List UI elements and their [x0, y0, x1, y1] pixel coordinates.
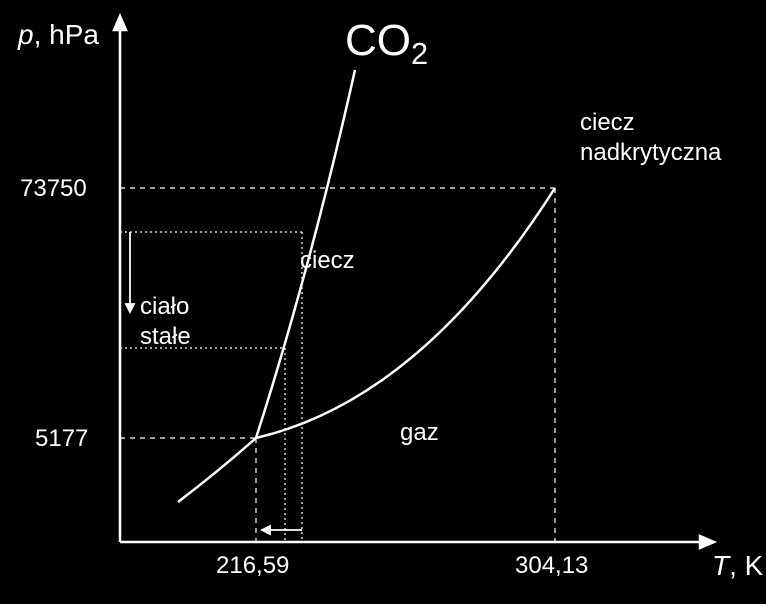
y-axis-label: p, hPa — [17, 19, 99, 50]
region-liquid-label: ciecz — [300, 247, 355, 274]
x-axis-label: T, K — [712, 550, 764, 581]
region-solid-label: ciało — [140, 293, 189, 320]
y-tick-label: 5177 — [35, 425, 88, 452]
x-tick-label: 304,13 — [515, 552, 588, 579]
region-solid-label: stałe — [140, 323, 191, 350]
background — [0, 0, 766, 604]
region-gas-label: gaz — [400, 419, 439, 446]
x-tick-label: 216,59 — [216, 552, 289, 579]
region-supercritical-label: nadkrytyczna — [580, 139, 722, 166]
region-supercritical-label: ciecz — [580, 109, 635, 136]
y-tick-label: 73750 — [20, 175, 87, 202]
